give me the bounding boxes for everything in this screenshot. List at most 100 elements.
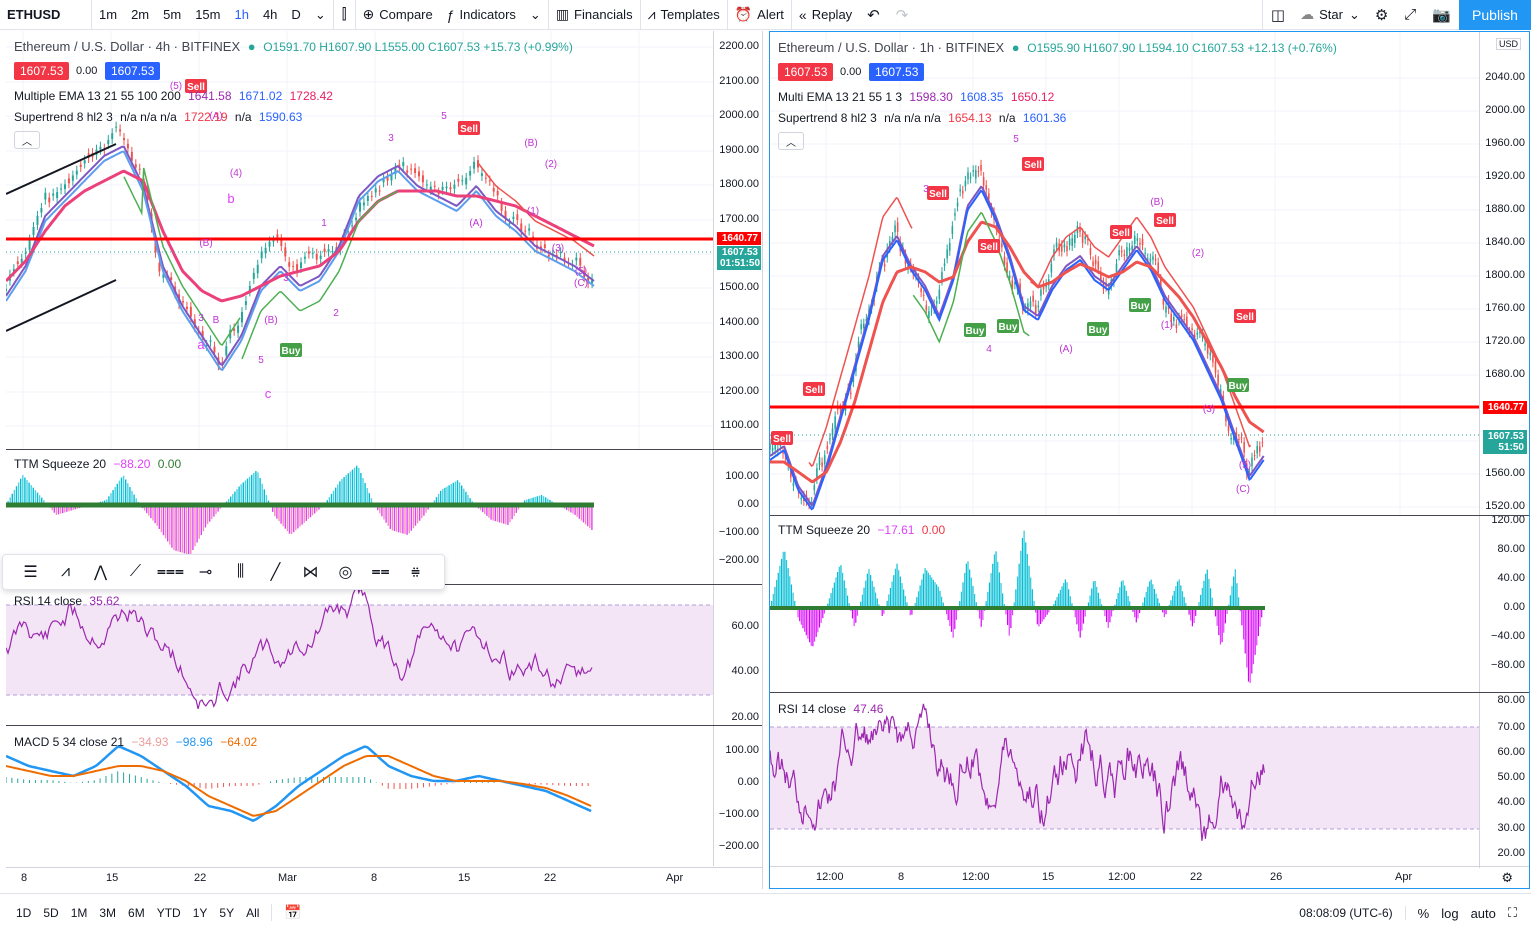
alert-button[interactable]: ⏰ Alert [728,0,792,30]
left-bid-badge[interactable]: 1607.53 [14,62,70,80]
compare-button[interactable]: ⊕ Compare [356,0,440,30]
interval-5m[interactable]: 5m [163,7,182,22]
left-rsi-axis[interactable]: 60.00 40.00 20.00 [713,585,762,725]
left-ttm-legend[interactable]: TTM Squeeze 20 −88.20 0.00 [14,457,185,471]
elliott-impulse-tool[interactable]: ⩘ [48,557,83,587]
right-rsi-pane[interactable]: RSI 14 close 47.46 80.00 70.00 60.00 50.00 4… [770,693,1529,868]
pane-divider[interactable] [6,725,762,726]
candle-body [315,253,318,260]
right-ttm-chart[interactable] [770,516,1529,692]
left-macd-legend[interactable]: MACD 5 34 close 21 −34.93 −98.96 −64.02 [14,735,261,749]
templates-button[interactable]: ⩘ Templates [641,0,728,30]
left-price-pane[interactable]: (5) (A) (4) (B) (B) 5 3 1 2 3 5 (A) (B) (2) (1) (3) (5)(… [6,31,763,449]
interval-2m[interactable]: 2m [131,7,150,22]
vertical-lines-tool[interactable]: ⫼ [223,557,258,587]
left-macd-pane[interactable]: MACD 5 34 close 21 −34.93 −98.96 −64.02 … [6,726,763,866]
lines-tool[interactable]: ☰ [13,557,48,587]
range-3m[interactable]: 3M [99,905,117,920]
left-rsi-chart[interactable] [6,585,763,725]
range-ytd[interactable]: YTD [156,905,181,920]
range-6m[interactable]: 6M [128,905,145,920]
range-5d[interactable]: 5D [43,905,59,920]
circle-tool[interactable]: ◎ [328,557,363,587]
range-1m[interactable]: 1M [70,905,88,920]
pane-divider[interactable] [6,449,762,450]
chart-type-button[interactable]: ⫿ [334,0,356,30]
symbol-search[interactable]: ETHUSD [0,0,92,30]
fib-tool[interactable]: ⩶ [153,557,188,587]
collapse-legend-button[interactable]: ︿ [778,132,804,150]
interval-dropdown[interactable]: ⌄ [308,0,334,30]
interval-15m[interactable]: 15m [195,7,221,22]
left-supertrend-legend[interactable]: Supertrend 8 hl2 3 n/a n/a n/a 1722.19 n… [14,110,306,124]
right-rsi-chart[interactable] [770,693,1529,868]
indicators-button[interactable]: ƒ Indicators [440,0,523,30]
percent-toggle[interactable]: % [1417,905,1430,921]
left-macd-axis[interactable]: 100.00 0.00 −100.00 −200.00 [713,726,762,866]
right-ttm-axis[interactable]: 120.00 80.00 40.00 0.00 −40.00 −80.00 [1479,516,1529,692]
left-ttm-pane[interactable]: TTM Squeeze 20 −88.20 0.00 100.00 0.00 −10… [6,450,763,584]
fullscreen-toggle[interactable]: ⛶ [1502,905,1523,921]
left-ttm-chart[interactable] [6,450,763,584]
pattern-tool[interactable]: ⋈ [293,557,328,587]
financials-button[interactable]: ▥ Financials [549,0,641,30]
left-rsi-legend[interactable]: RSI 14 close 35.62 [14,594,123,608]
left-ask-badge[interactable]: 1607.53 [105,62,161,80]
left-price-axis[interactable]: 2200.00 2100.00 2000.00 1900.00 1800.00 1700.… [713,31,762,449]
right-price-pane[interactable]: Sell Sell Sell Sell Sell Sell Sell Sell Buy Buy Bu… [770,32,1529,515]
range-5y[interactable]: 5Y [219,905,235,920]
line-tool[interactable]: ╱ [258,557,293,587]
disjoint-channel-tool[interactable]: ⩷ [398,557,433,587]
replay-button[interactable]: « Replay [792,0,859,30]
undo-button[interactable]: ↶ [859,0,888,30]
elliott-correction-tool[interactable]: ⋀ [83,557,118,587]
currency-label[interactable]: USD [1495,38,1521,50]
timezone-clock[interactable]: 08:08:09 (UTC-6) [1293,906,1406,920]
log-toggle[interactable]: log [1441,905,1459,921]
parallel-channel-tool[interactable]: ⩵ [363,557,398,587]
pane-divider[interactable] [770,515,1529,516]
pane-divider[interactable] [770,692,1529,693]
right-time-axis[interactable]: ⚙ 12:00 8 12:00 15 12:00 22 26 Apr [770,866,1529,888]
redo-button[interactable]: ↷ [888,0,917,30]
trend-line-tool[interactable]: ⟋ [118,557,153,587]
range-1d[interactable]: 1D [16,905,32,920]
interval-1m[interactable]: 1m [99,7,118,22]
left-ema-legend[interactable]: Multiple EMA 13 21 55 100 200 1641.58 16… [14,89,337,103]
right-bid-badge[interactable]: 1607.53 [778,63,834,81]
right-ask-badge[interactable]: 1607.53 [869,63,925,81]
left-time-axis[interactable]: 8 15 22 Mar 8 15 22 Apr [6,867,762,889]
collapse-legend-button[interactable]: ︿ [14,131,40,149]
settings-button[interactable]: ⚙ [1367,0,1396,30]
goto-date-button[interactable]: 📅 [271,904,307,921]
indicators-dropdown[interactable]: ⌄ [523,0,549,30]
layout-button[interactable]: ◫ [1261,0,1293,30]
left-rsi-pane[interactable]: RSI 14 close 35.62 60.00 40.00 20.00 [6,585,763,725]
save-layout-button[interactable]: ☁ Star ⌄ [1293,0,1367,30]
right-ttm-legend[interactable]: TTM Squeeze 20 −17.61 0.00 [778,523,949,537]
left-chart-panel[interactable]: (5) (A) (4) (B) (B) 5 3 1 2 3 5 (A) (B) (2) (1) (3) (5)(… [6,31,763,889]
range-all[interactable]: All [246,905,260,920]
interval-1h[interactable]: 1h [234,7,249,22]
horizontal-ray-tool[interactable]: ⊸ [188,557,223,587]
drawing-toolbar[interactable]: ☰ ⩘ ⋀ ⟋ ⩶ ⊸ ⫼ ╱ ⋈ ◎ ⩵ ⩷ [2,554,445,590]
left-macd-chart[interactable] [6,726,763,866]
left-price-chart[interactable]: (5)(A)(4)(B)(B)531235(A)(B)(2)(1)(3)(5)(… [6,31,763,449]
left-ttm-axis[interactable]: 100.00 0.00 −100.00 −200.00 [713,450,762,584]
right-rsi-legend[interactable]: RSI 14 close 47.46 [778,702,887,716]
right-chart-panel[interactable]: Sell Sell Sell Sell Sell Sell Sell Sell Buy Buy Bu… [769,31,1530,889]
right-price-axis[interactable]: USD 2040.00 2000.00 1960.00 1920.00 1880.00 1… [1479,32,1529,515]
right-ema-legend[interactable]: Multi EMA 13 21 55 1 3 1598.30 1608.35 1… [778,90,1058,104]
axis-settings-button[interactable]: ⚙ [1501,870,1513,886]
right-rsi-axis[interactable]: 80.00 70.00 60.00 50.00 40.00 30.00 20.00 [1479,693,1529,868]
interval-4h[interactable]: 4h [262,7,278,22]
right-supertrend-legend[interactable]: Supertrend 8 hl2 3 n/a n/a n/a 1654.13 n… [778,111,1070,125]
publish-button[interactable]: Publish [1459,0,1531,30]
range-1y[interactable]: 1Y [192,905,208,920]
right-price-chart[interactable]: Sell Sell Sell Sell Sell Sell Sell Sell Buy Buy Bu… [770,32,1529,515]
snapshot-button[interactable]: 📷 [1424,0,1459,30]
interval-d[interactable]: D [291,7,301,22]
fullscreen-button[interactable]: ⤢ [1396,0,1424,30]
auto-toggle[interactable]: auto [1470,905,1496,921]
right-ttm-pane[interactable]: TTM Squeeze 20 −17.61 0.00 120.00 80.00 40… [770,516,1529,692]
